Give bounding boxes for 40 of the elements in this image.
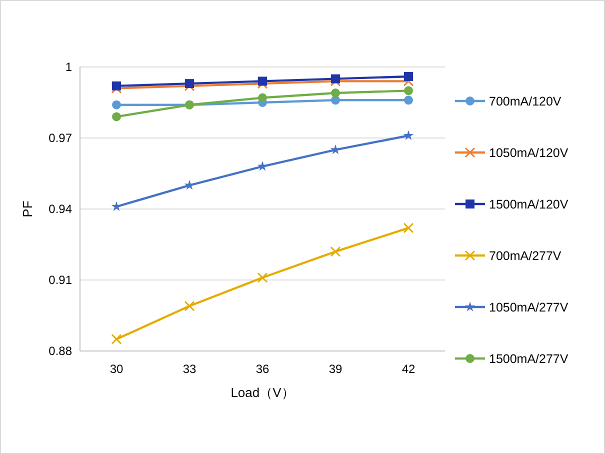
x-tick-label: 39 <box>328 362 342 376</box>
point <box>403 130 414 140</box>
point <box>404 86 413 96</box>
point <box>111 83 122 94</box>
point <box>112 100 121 110</box>
x-tick-label: 33 <box>182 362 196 376</box>
point <box>185 79 194 88</box>
point <box>404 72 413 81</box>
point <box>403 222 414 234</box>
y-axis-title: PF <box>20 200 35 218</box>
point <box>112 112 121 122</box>
point <box>257 78 268 89</box>
legend-label: 1500mA/277V <box>489 352 569 366</box>
legend-label: 1500mA/120V <box>489 198 569 212</box>
point <box>403 76 414 86</box>
point <box>258 76 267 86</box>
x-tick-label: 42 <box>402 362 416 376</box>
y-tick-label: 0.97 <box>48 131 72 145</box>
point <box>112 81 121 90</box>
point <box>330 76 341 86</box>
point <box>404 96 413 105</box>
point <box>184 300 195 312</box>
point <box>258 93 267 102</box>
x-axis-title: Load（V） <box>230 385 294 400</box>
y-tick-label: 0.88 <box>48 344 72 358</box>
point <box>257 272 268 283</box>
legend-label: 1050mA/277V <box>489 300 569 314</box>
x-tick-label: 36 <box>256 362 270 376</box>
y-tick-label: 1 <box>65 60 72 74</box>
point <box>331 74 340 84</box>
point <box>330 246 341 257</box>
legend-label: 1050mA/120V <box>489 146 569 160</box>
y-tick-label: 0.91 <box>48 273 72 287</box>
y-tick-label: 0.94 <box>48 202 72 216</box>
point <box>111 334 122 344</box>
legend-label: 700mA/277V <box>489 249 562 263</box>
legend-label: 700mA/120V <box>489 94 562 108</box>
point <box>331 88 340 98</box>
point <box>184 80 195 92</box>
x-tick-label: 30 <box>110 362 124 376</box>
